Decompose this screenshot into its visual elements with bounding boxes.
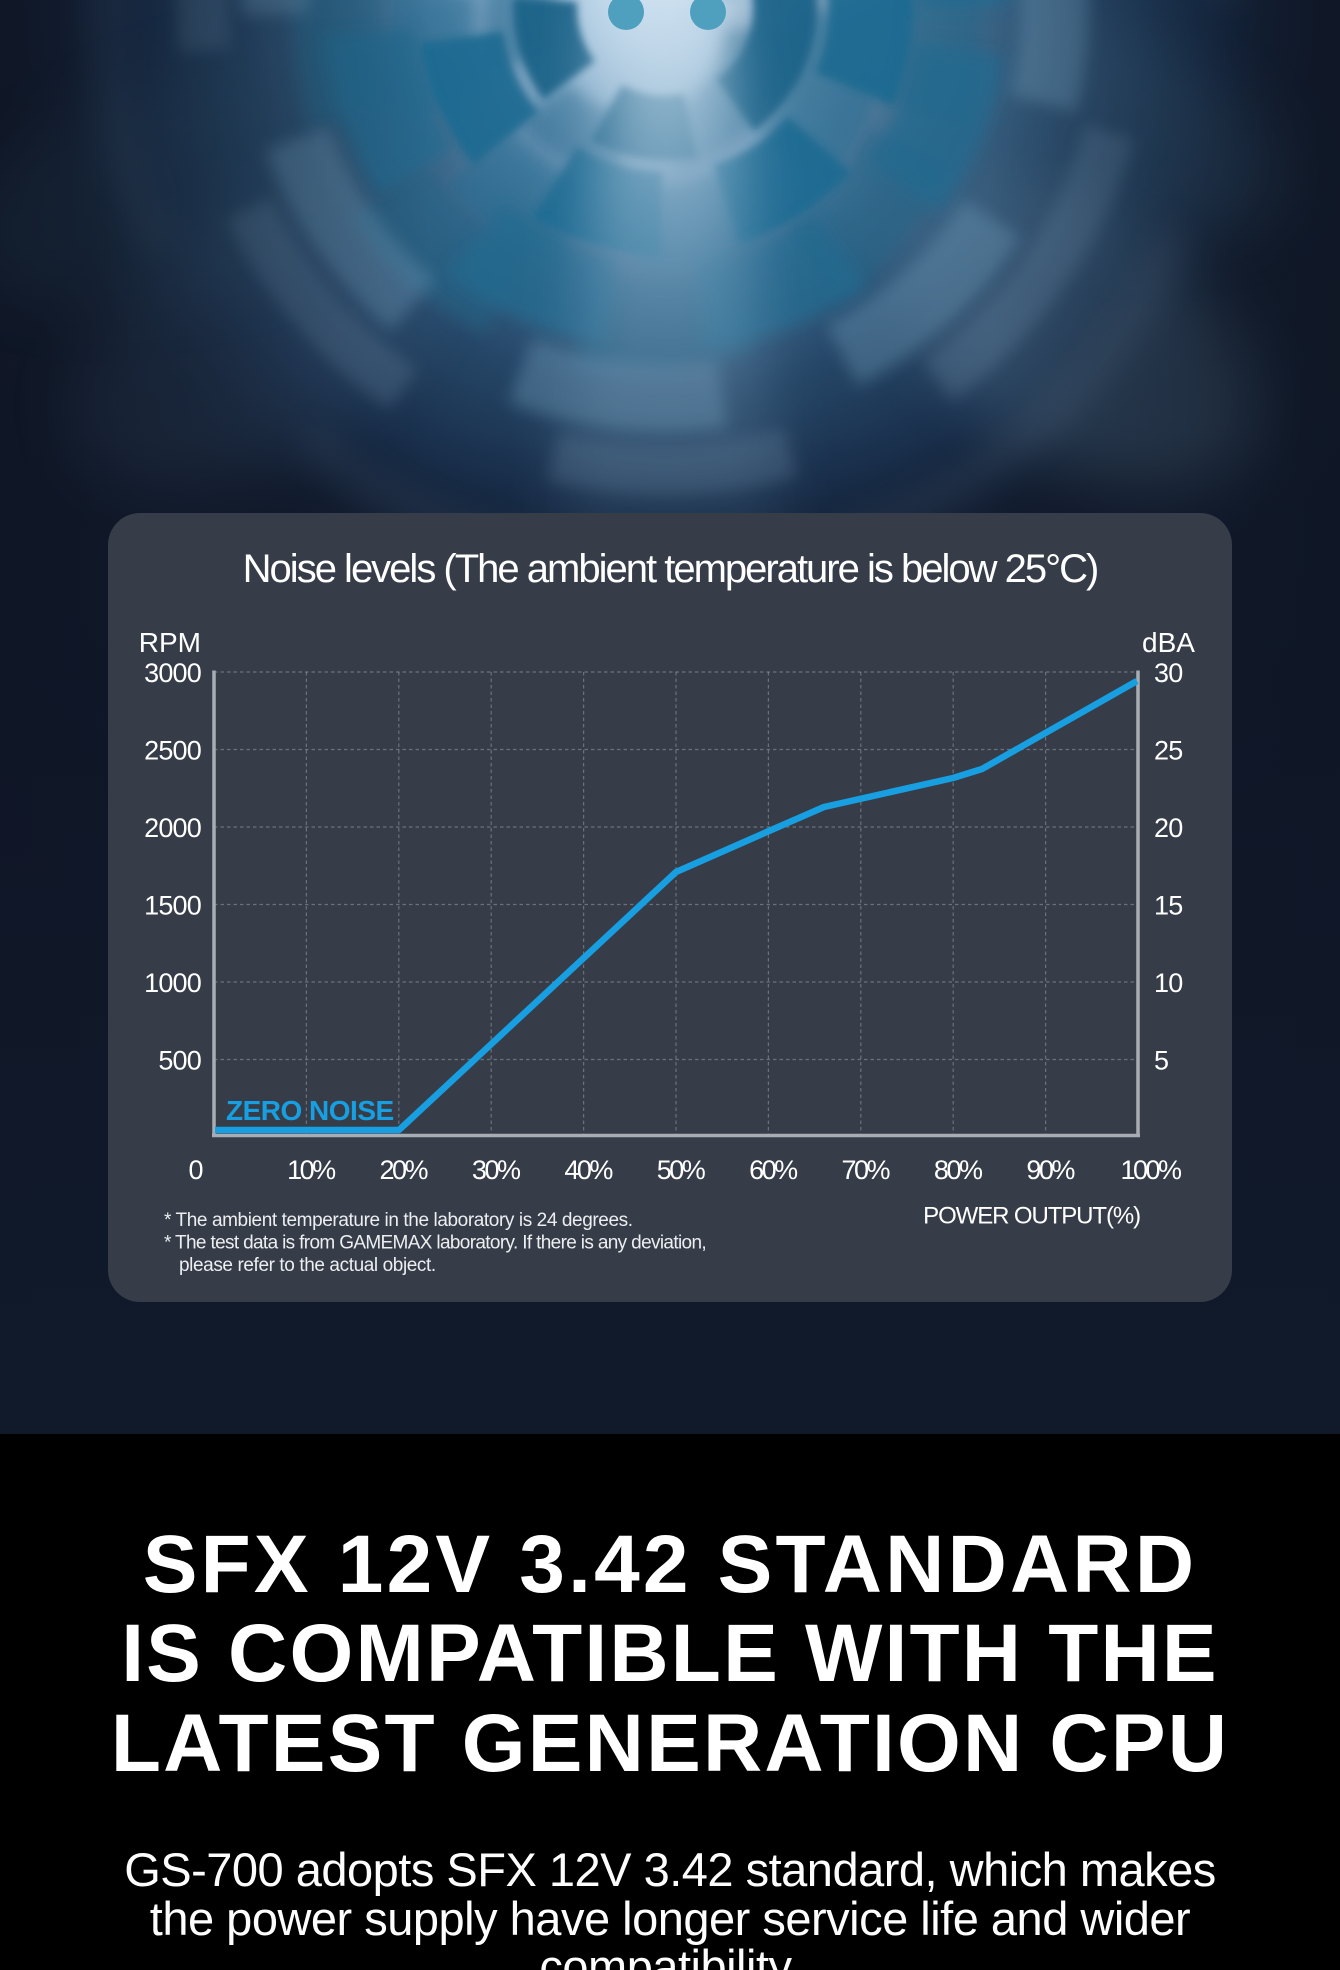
svg-text:please refer to the actual obj: please refer to the actual object. (179, 1255, 436, 1276)
svg-text:2000: 2000 (144, 813, 201, 843)
svg-text:* The test data is from GAMEMA: * The test data is from GAMEMAX laborato… (164, 1233, 706, 1254)
svg-text:2500: 2500 (144, 736, 201, 766)
svg-text:80%: 80% (934, 1155, 983, 1185)
svg-text:500: 500 (158, 1046, 201, 1076)
svg-text:1000: 1000 (144, 968, 201, 998)
svg-text:90%: 90% (1026, 1155, 1075, 1185)
svg-text:POWER OUTPUT(%): POWER OUTPUT(%) (923, 1203, 1140, 1230)
svg-text:40%: 40% (564, 1155, 613, 1185)
svg-text:25: 25 (1154, 736, 1182, 766)
svg-text:5: 5 (1154, 1046, 1168, 1076)
svg-text:RPM: RPM (139, 627, 201, 658)
svg-text:20%: 20% (380, 1155, 429, 1185)
svg-text:30%: 30% (472, 1155, 521, 1185)
svg-text:Noise levels (The ambient temp: Noise levels (The ambient temperature is… (243, 547, 1098, 591)
svg-text:30: 30 (1154, 658, 1182, 688)
svg-text:70%: 70% (842, 1155, 891, 1185)
svg-text:dBA: dBA (1142, 627, 1195, 658)
svg-text:* The ambient temperature in t: * The ambient temperature in the laborat… (164, 1210, 633, 1231)
svg-text:15: 15 (1154, 891, 1182, 921)
svg-text:3000: 3000 (144, 658, 201, 688)
svg-text:100%: 100% (1120, 1155, 1182, 1185)
svg-text:50%: 50% (657, 1155, 706, 1185)
svg-text:10%: 10% (287, 1155, 336, 1185)
svg-text:0: 0 (188, 1155, 203, 1185)
svg-text:ZERO NOISE: ZERO NOISE (226, 1095, 394, 1126)
svg-text:10: 10 (1154, 968, 1182, 998)
svg-text:60%: 60% (749, 1155, 798, 1185)
svg-text:20: 20 (1154, 813, 1182, 843)
svg-text:1500: 1500 (144, 891, 201, 921)
